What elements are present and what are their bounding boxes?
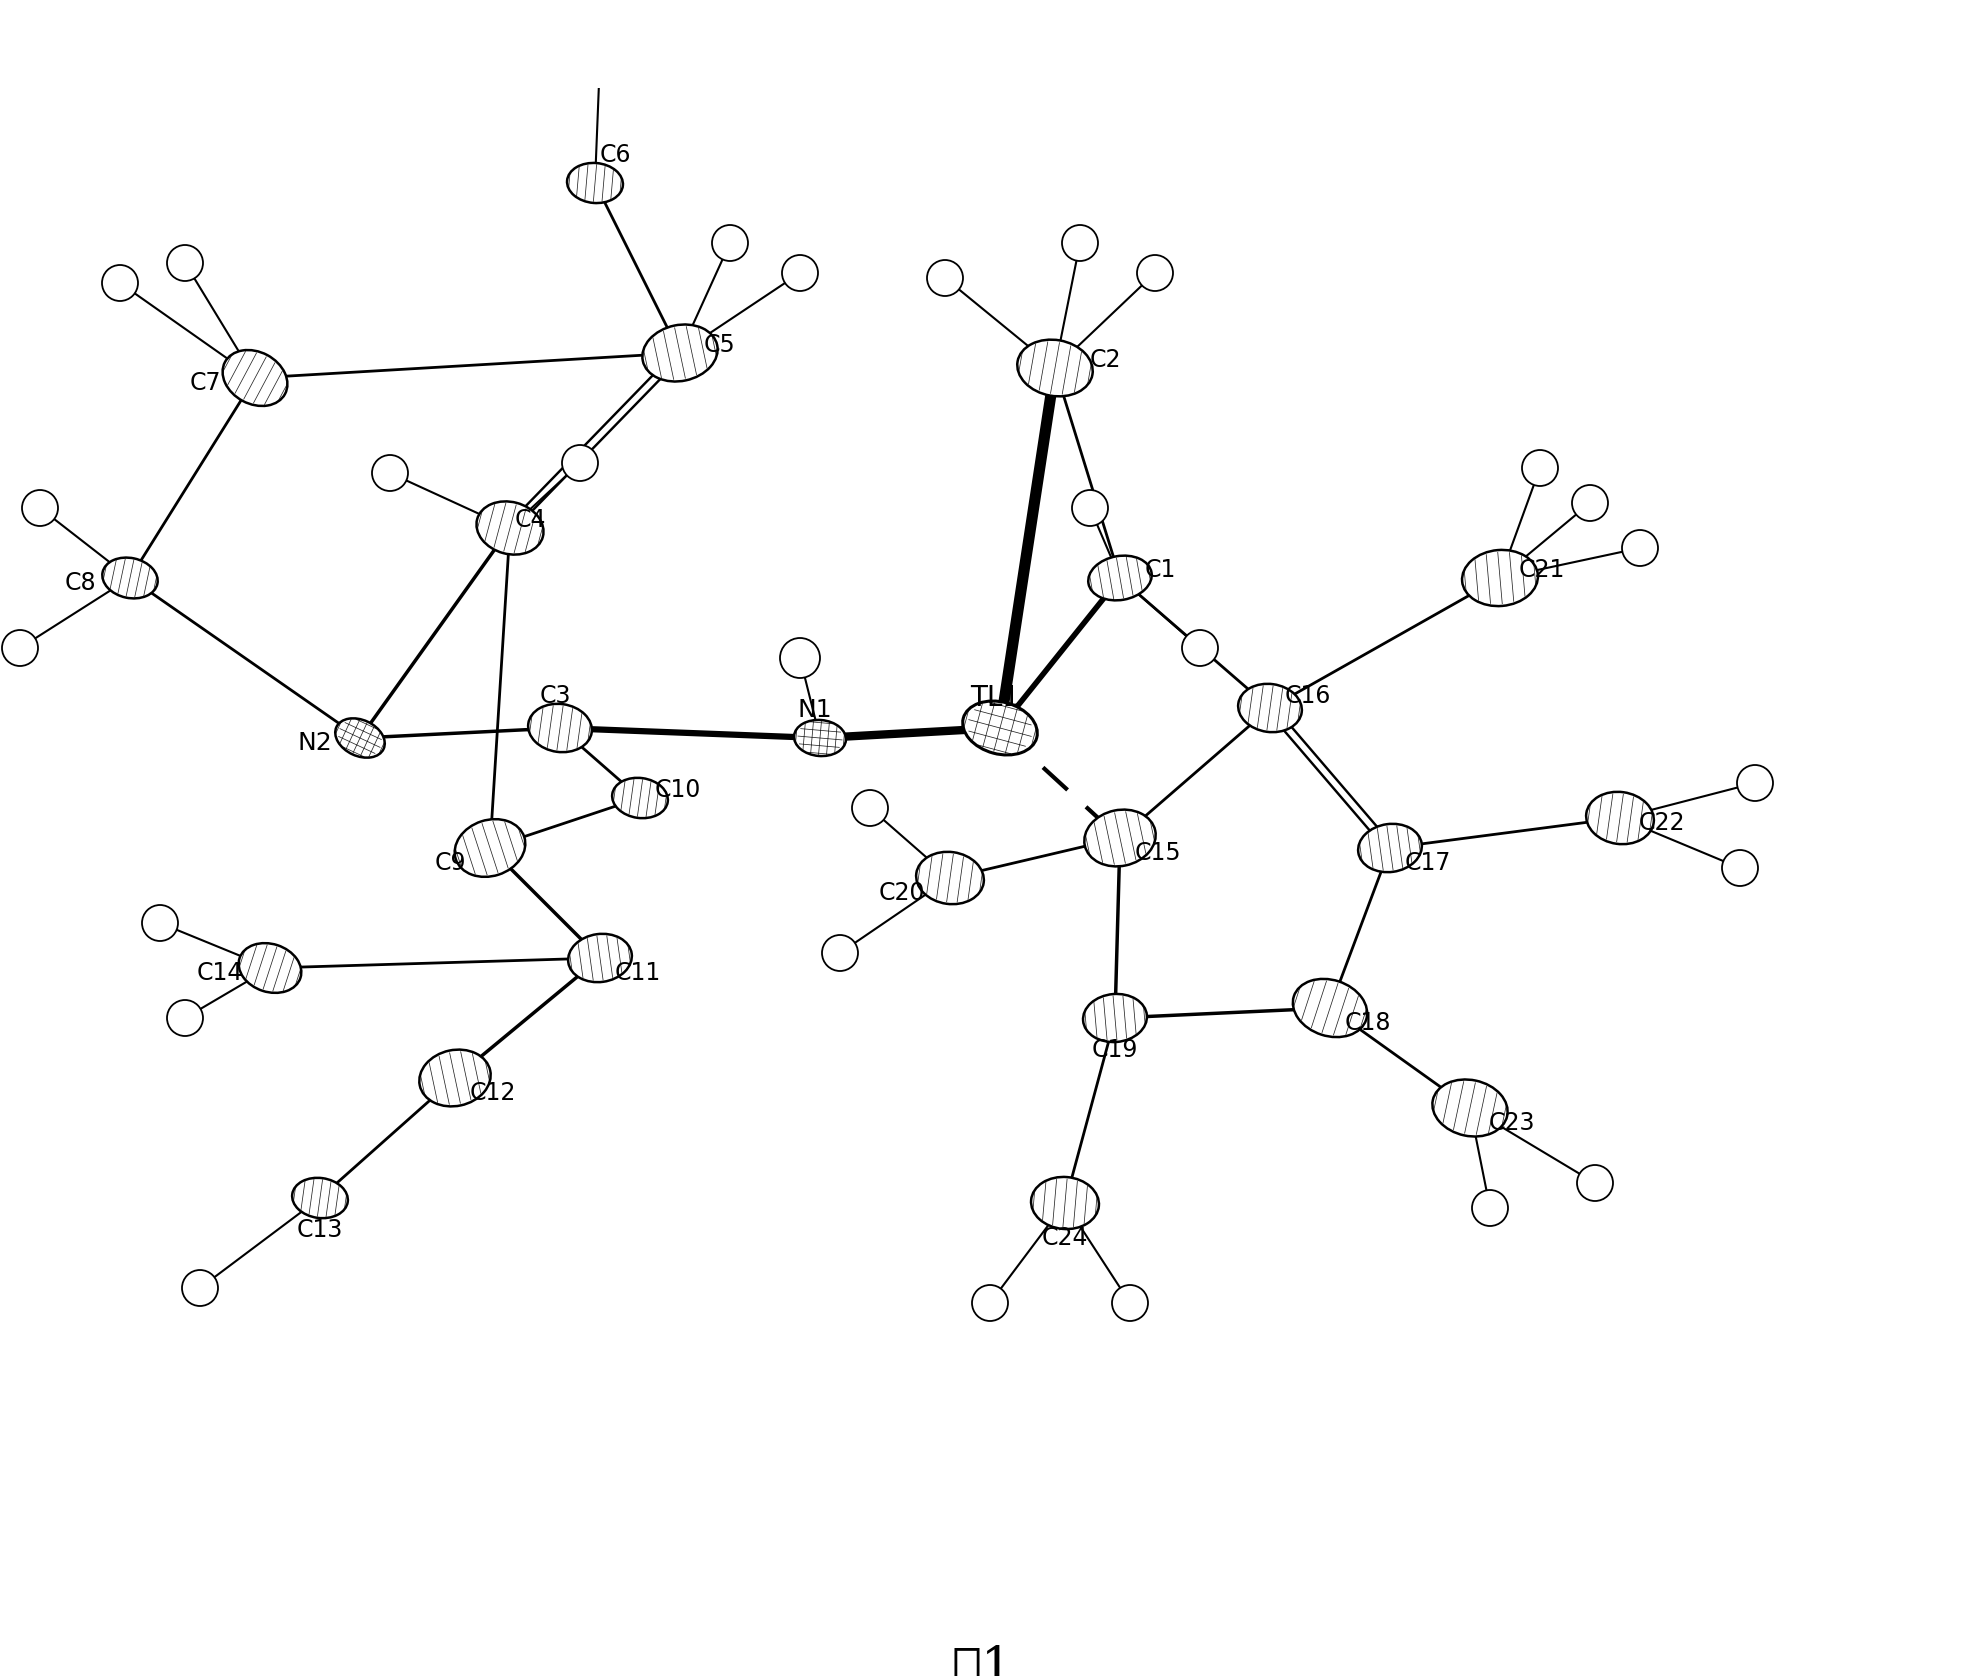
- Circle shape: [371, 454, 409, 491]
- Ellipse shape: [1432, 1079, 1506, 1136]
- Text: C21: C21: [1518, 558, 1565, 582]
- Circle shape: [780, 639, 819, 679]
- Circle shape: [141, 905, 179, 940]
- Text: C15: C15: [1133, 841, 1180, 865]
- Ellipse shape: [1017, 340, 1092, 396]
- Text: C14: C14: [196, 960, 244, 985]
- Text: C3: C3: [538, 684, 570, 707]
- Ellipse shape: [528, 704, 591, 753]
- Text: C23: C23: [1489, 1111, 1534, 1135]
- Text: C13: C13: [297, 1218, 344, 1242]
- Text: C5: C5: [703, 334, 735, 357]
- Ellipse shape: [793, 721, 846, 756]
- Ellipse shape: [475, 501, 544, 555]
- Ellipse shape: [568, 934, 632, 982]
- Text: C1: C1: [1143, 558, 1174, 582]
- Text: C20: C20: [878, 882, 925, 905]
- Ellipse shape: [222, 350, 287, 406]
- Circle shape: [1061, 225, 1098, 261]
- Ellipse shape: [1292, 979, 1367, 1037]
- Ellipse shape: [238, 944, 300, 992]
- Text: C16: C16: [1284, 684, 1330, 707]
- Circle shape: [1182, 630, 1218, 665]
- Ellipse shape: [1585, 791, 1654, 845]
- Circle shape: [22, 489, 59, 526]
- Circle shape: [1736, 764, 1772, 801]
- Circle shape: [1577, 1165, 1612, 1202]
- Circle shape: [1471, 1190, 1506, 1227]
- Text: 图1: 图1: [951, 1642, 1011, 1676]
- Ellipse shape: [1461, 550, 1538, 607]
- Text: C18: C18: [1343, 1011, 1391, 1036]
- Ellipse shape: [454, 820, 524, 877]
- Circle shape: [711, 225, 748, 261]
- Circle shape: [1720, 850, 1758, 887]
- Circle shape: [1522, 449, 1557, 486]
- Text: TL1: TL1: [970, 684, 1019, 712]
- Circle shape: [972, 1285, 1008, 1321]
- Ellipse shape: [1088, 556, 1151, 600]
- Circle shape: [167, 1001, 202, 1036]
- Circle shape: [1072, 489, 1108, 526]
- Circle shape: [1137, 255, 1173, 292]
- Ellipse shape: [1084, 810, 1155, 866]
- Text: C19: C19: [1092, 1037, 1137, 1063]
- Text: C7: C7: [189, 370, 220, 396]
- Circle shape: [102, 265, 137, 302]
- Circle shape: [1620, 530, 1658, 566]
- Text: C4: C4: [515, 508, 546, 531]
- Text: C9: C9: [434, 851, 465, 875]
- Ellipse shape: [962, 701, 1037, 754]
- Ellipse shape: [102, 558, 157, 598]
- Text: C6: C6: [599, 142, 630, 168]
- Text: C22: C22: [1638, 811, 1685, 835]
- Ellipse shape: [915, 851, 984, 903]
- Ellipse shape: [642, 325, 717, 382]
- Ellipse shape: [1031, 1177, 1098, 1229]
- Text: N2: N2: [297, 731, 332, 754]
- Ellipse shape: [1357, 825, 1422, 872]
- Text: C24: C24: [1041, 1227, 1088, 1250]
- Circle shape: [782, 255, 817, 292]
- Circle shape: [183, 1270, 218, 1306]
- Circle shape: [562, 446, 597, 481]
- Text: C8: C8: [65, 572, 96, 595]
- Circle shape: [821, 935, 858, 970]
- Text: N1: N1: [797, 697, 833, 722]
- Circle shape: [167, 245, 202, 282]
- Circle shape: [852, 789, 888, 826]
- Ellipse shape: [418, 1049, 491, 1106]
- Circle shape: [2, 630, 37, 665]
- Text: C2: C2: [1088, 349, 1119, 372]
- Circle shape: [1571, 484, 1607, 521]
- Ellipse shape: [293, 1178, 348, 1218]
- Text: C17: C17: [1404, 851, 1451, 875]
- Ellipse shape: [1237, 684, 1302, 732]
- Text: C11: C11: [615, 960, 660, 985]
- Ellipse shape: [336, 719, 385, 758]
- Text: C10: C10: [654, 778, 701, 803]
- Circle shape: [581, 40, 619, 75]
- Circle shape: [927, 260, 962, 297]
- Text: C12: C12: [469, 1081, 517, 1104]
- Ellipse shape: [613, 778, 668, 818]
- Ellipse shape: [568, 163, 623, 203]
- Ellipse shape: [1082, 994, 1147, 1042]
- Circle shape: [1112, 1285, 1147, 1321]
